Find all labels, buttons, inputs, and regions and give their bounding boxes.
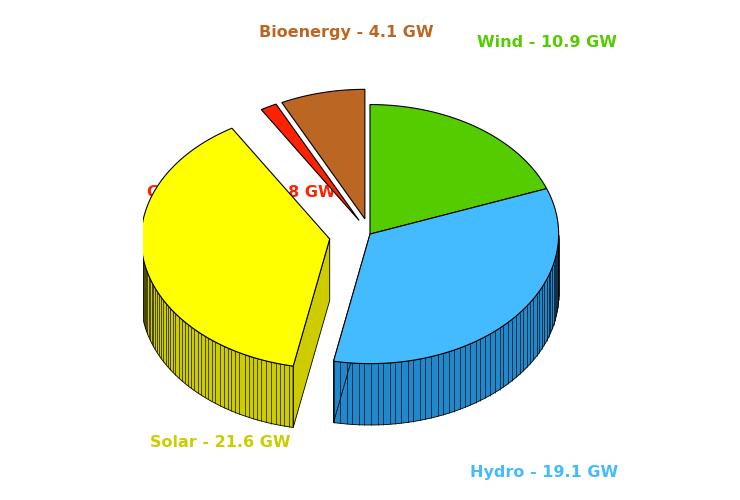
Polygon shape [370, 104, 547, 234]
Text: Hydro - 19.1 GW: Hydro - 19.1 GW [470, 465, 618, 480]
Text: Solar - 21.6 GW: Solar - 21.6 GW [149, 435, 290, 450]
Polygon shape [334, 234, 559, 425]
Polygon shape [334, 234, 370, 422]
Text: Bioenergy - 4.1 GW: Bioenergy - 4.1 GW [259, 25, 433, 40]
Polygon shape [293, 239, 330, 428]
Text: Wind - 10.9 GW: Wind - 10.9 GW [477, 35, 616, 50]
Polygon shape [334, 188, 559, 364]
Polygon shape [261, 104, 359, 220]
Text: Geothermal - 0.8 GW: Geothermal - 0.8 GW [147, 185, 336, 200]
Polygon shape [282, 90, 365, 219]
Polygon shape [141, 240, 293, 428]
Polygon shape [141, 128, 330, 366]
